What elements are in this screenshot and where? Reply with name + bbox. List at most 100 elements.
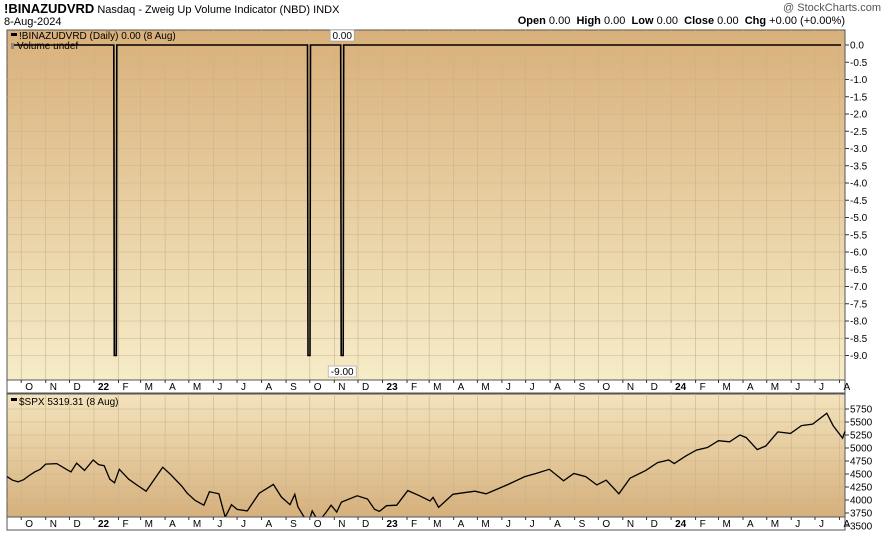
indicator-y-tick-label: -8.0: [850, 317, 868, 328]
indicator-x-tick-label: O: [25, 382, 33, 393]
indicator-x-tick-label: O: [314, 382, 322, 393]
spx-legend-swatch: [11, 398, 17, 401]
indicator-x-tick-label: A: [843, 382, 850, 393]
indicator-x-axis: [6, 379, 846, 394]
spx-y-tick-label: 5500: [850, 418, 873, 429]
spx-x-tick-label: A: [458, 519, 465, 530]
symbol-description: Nasdaq - Zweig Up Volume Indicator (NBD): [97, 4, 311, 16]
indicator-x-tick-label: 23: [387, 382, 399, 393]
low-value: 0.00: [656, 15, 678, 27]
indicator-x-tick-label: O: [602, 382, 610, 393]
indicator-y-tick-label: -5.0: [850, 213, 868, 224]
indicator-x-tick-label: J: [819, 382, 824, 393]
low-label: Low: [631, 15, 654, 27]
spx-y-tick-label: 3500: [850, 522, 873, 533]
spx-plot-area: [6, 393, 846, 518]
spx-y-tick-label: 4500: [850, 470, 873, 481]
spx-x-tick-label: M: [723, 519, 731, 530]
indicator-x-tick-label: A: [169, 382, 176, 393]
indicator-y-tick-label: -0.5: [850, 58, 868, 69]
indicator-y-tick-label: -2.5: [850, 127, 868, 138]
spx-x-tick-label: J: [217, 519, 222, 530]
spx-x-tick-label: J: [241, 519, 246, 530]
spx-y-tick-label: 5750: [850, 405, 873, 416]
chart-header: !BINAZUDVRD Nasdaq - Zweig Up Volume Ind…: [4, 1, 339, 16]
indicator-x-tick-label: N: [50, 382, 57, 393]
volume-legend-label: Volume undef: [17, 41, 78, 52]
indicator-y-tick-label: -8.5: [850, 334, 868, 345]
indicator-x-tick-label: M: [145, 382, 153, 393]
chg-value: +0.00 (+0.00%): [769, 15, 845, 27]
indicator-x-tick-label: M: [481, 382, 489, 393]
volume-legend-swatch: [11, 43, 14, 49]
indicator-x-tick-label: A: [554, 382, 561, 393]
spx-x-tick-label: M: [771, 519, 779, 530]
spx-x-tick-label: O: [314, 519, 322, 530]
indicator-line: [11, 44, 841, 357]
spx-x-tick-label: A: [266, 519, 273, 530]
brand-watermark[interactable]: @ StockCharts.com: [783, 2, 881, 14]
indicator-y-tick-label: -7.0: [850, 282, 868, 293]
annotation-box-high: [329, 29, 355, 42]
indicator-x-tick-label: 22: [98, 382, 110, 393]
spx-y-tick-label: 4250: [850, 483, 873, 494]
indicator-y-tick-label: -3.0: [850, 144, 868, 155]
indicator-y-tick-label: -5.5: [850, 230, 868, 241]
indicator-x-tick-label: F: [700, 382, 706, 393]
indicator-x-tick-label: A: [747, 382, 754, 393]
indicator-x-tick-label: M: [771, 382, 779, 393]
indicator-x-tick-label: N: [338, 382, 345, 393]
spx-x-tick-label: 23: [387, 519, 399, 530]
indicator-x-tick-label: J: [795, 382, 800, 393]
indicator-x-tick-label: D: [362, 382, 369, 393]
close-label: Close: [684, 15, 715, 27]
spx-x-tick-label: M: [481, 519, 489, 530]
spx-y-tick-label: 4000: [850, 496, 873, 507]
spx-x-tick-label: M: [433, 519, 441, 530]
spx-x-tick-label: J: [795, 519, 800, 530]
open-label: Open: [517, 15, 546, 27]
spx-x-tick-label: A: [169, 519, 176, 530]
spx-legend-label: $SPX 5319.31 (8 Aug): [19, 397, 119, 408]
annotation-high-label: 0.00: [332, 31, 352, 42]
spx-x-tick-label: O: [602, 519, 610, 530]
spx-x-tick-label: N: [627, 519, 634, 530]
indicator-x-tick-label: D: [651, 382, 658, 393]
spx-x-tick-label: N: [50, 519, 57, 530]
indicator-legend-swatch: [11, 33, 17, 36]
indicator-y-tick-label: -1.5: [850, 92, 868, 103]
spx-line: [6, 412, 846, 523]
indicator-x-tick-label: N: [627, 382, 634, 393]
spx-x-axis: [6, 516, 846, 531]
indicator-plot-area: [6, 29, 846, 381]
chart-date: 8-Aug-2024: [4, 16, 62, 28]
spx-panel: 5750 5500 5250 5000 4750 4500 4250 4000 3750 3500…: [6, 393, 873, 533]
indicator-x-tick-label: A: [458, 382, 465, 393]
spx-x-tick-label: F: [700, 519, 706, 530]
indicator-x-tick-label: J: [530, 382, 535, 393]
spx-x-tick-label: O: [25, 519, 33, 530]
indicator-y-tick-label: -6.5: [850, 265, 868, 276]
indicator-y-tick-label: -6.0: [850, 248, 868, 259]
indicator-legend-label: !BINAZUDVRD (Daily) 0.00 (8 Aug): [19, 31, 176, 42]
spx-y-tick-label: 4750: [850, 457, 873, 468]
indicator-x-tick-label: F: [411, 382, 417, 393]
ohlc-readout: Open 0.00 High 0.00 Low 0.00 Close 0.00 …: [518, 15, 845, 27]
spx-y-tick-label: 5250: [850, 431, 873, 442]
indicator-y-tick-label: -4.0: [850, 179, 868, 190]
indicator-x-tick-label: M: [433, 382, 441, 393]
spx-x-tick-label: D: [73, 519, 80, 530]
indicator-x-tick-label: M: [193, 382, 201, 393]
indicator-x-tick-label: 24: [675, 382, 687, 393]
symbol-title: !BINAZUDVRD: [4, 1, 95, 16]
indicator-x-tick-label: M: [723, 382, 731, 393]
indicator-x-tick-label: D: [73, 382, 80, 393]
annotation-low-label: -9.00: [331, 367, 354, 378]
spx-x-tick-label: M: [193, 519, 201, 530]
indicator-y-tick-label: -4.5: [850, 196, 868, 207]
spx-x-tick-label: D: [651, 519, 658, 530]
exchange-label: INDX: [313, 4, 340, 16]
open-value: 0.00: [548, 15, 571, 27]
spx-x-tick-label: M: [145, 519, 153, 530]
